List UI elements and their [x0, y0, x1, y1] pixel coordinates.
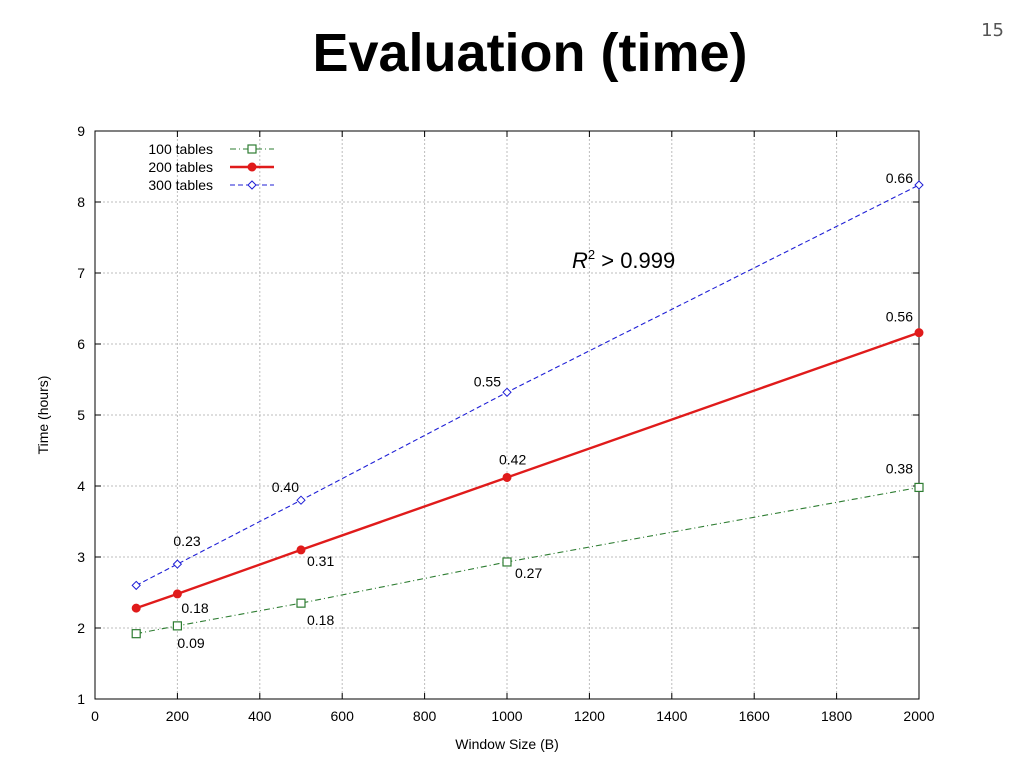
y-tick-label: 8 — [77, 194, 85, 210]
y-tick-label: 7 — [77, 265, 85, 281]
data-label: 0.31 — [307, 553, 334, 569]
grid — [95, 131, 919, 699]
circle-marker — [296, 545, 306, 555]
data-label: 0.66 — [886, 170, 913, 186]
x-tick-label: 1200 — [574, 708, 605, 724]
x-tick-label: 600 — [331, 708, 355, 724]
series — [131, 180, 924, 639]
x-tick-label: 400 — [248, 708, 272, 724]
series-line-100-tables — [136, 486, 920, 635]
square-marker — [172, 621, 182, 631]
circle-marker — [247, 162, 257, 172]
data-label: 0.23 — [173, 533, 200, 549]
circle-marker — [131, 603, 141, 613]
y-tick-label: 6 — [77, 336, 85, 352]
data-label: 0.09 — [177, 635, 204, 651]
square-marker — [914, 482, 924, 493]
legend-label: 200 tables — [148, 159, 213, 175]
diamond-marker — [296, 495, 306, 505]
circle-marker — [502, 472, 512, 482]
slide-number: 15 — [981, 20, 1004, 41]
diamond-marker — [247, 180, 257, 190]
legend: 100 tables 200 tables 300 tables — [148, 141, 274, 193]
diamond-marker — [131, 580, 141, 591]
diamond-marker — [502, 387, 512, 397]
y-tick-label: 5 — [77, 407, 85, 423]
x-tick-label: 200 — [166, 708, 190, 724]
circle-marker — [172, 589, 182, 599]
x-tick-label: 1000 — [491, 708, 522, 724]
x-tick-label: 1800 — [821, 708, 852, 724]
annotation-r: R — [572, 248, 588, 273]
axes: 0 200 400 600 800 1000 1200 1400 1600 1800 2000 1 2 3… — [35, 123, 935, 752]
slide-title: Evaluation (time) — [312, 23, 748, 83]
series-line-300-tables — [135, 184, 920, 586]
diamond-marker — [172, 559, 183, 569]
square-marker — [502, 557, 512, 567]
r-squared-annotation: R2 > 0.999 — [572, 247, 675, 273]
x-axis-label: Window Size (B) — [455, 736, 558, 752]
data-labels: 0.09 0.18 0.27 0.38 0.18 0.31 0.42 0.56 0.23 0.40… — [173, 170, 913, 651]
data-label: 0.42 — [499, 451, 526, 467]
legend-label: 300 tables — [148, 177, 213, 193]
y-tick-label: 2 — [77, 620, 85, 636]
data-label: 0.56 — [886, 309, 913, 325]
data-label: 0.18 — [307, 612, 334, 628]
x-tick-label: 2000 — [903, 708, 934, 724]
data-label: 0.55 — [474, 373, 501, 389]
x-tick-label: 0 — [91, 708, 99, 724]
square-marker — [247, 144, 257, 154]
y-tick-label: 4 — [77, 478, 85, 494]
x-tick-label: 1400 — [656, 708, 687, 724]
y-tick-label: 3 — [77, 549, 85, 565]
y-tick-label: 9 — [77, 123, 85, 139]
circle-marker — [914, 328, 924, 338]
square-marker — [131, 629, 141, 639]
square-marker — [296, 598, 306, 608]
y-tick-label: 1 — [77, 691, 85, 707]
annotation-value: > 0.999 — [595, 248, 675, 273]
data-label: 0.40 — [272, 479, 299, 495]
y-axis-label: Time (hours) — [35, 376, 51, 455]
data-label: 0.18 — [181, 600, 208, 616]
annotation-superscript: 2 — [588, 247, 595, 262]
x-tick-label: 800 — [413, 708, 437, 724]
legend-label: 100 tables — [148, 141, 213, 157]
data-label: 0.27 — [515, 565, 542, 581]
x-tick-label: 1600 — [739, 708, 770, 724]
diamond-marker — [914, 180, 924, 190]
data-label: 0.38 — [886, 460, 913, 476]
